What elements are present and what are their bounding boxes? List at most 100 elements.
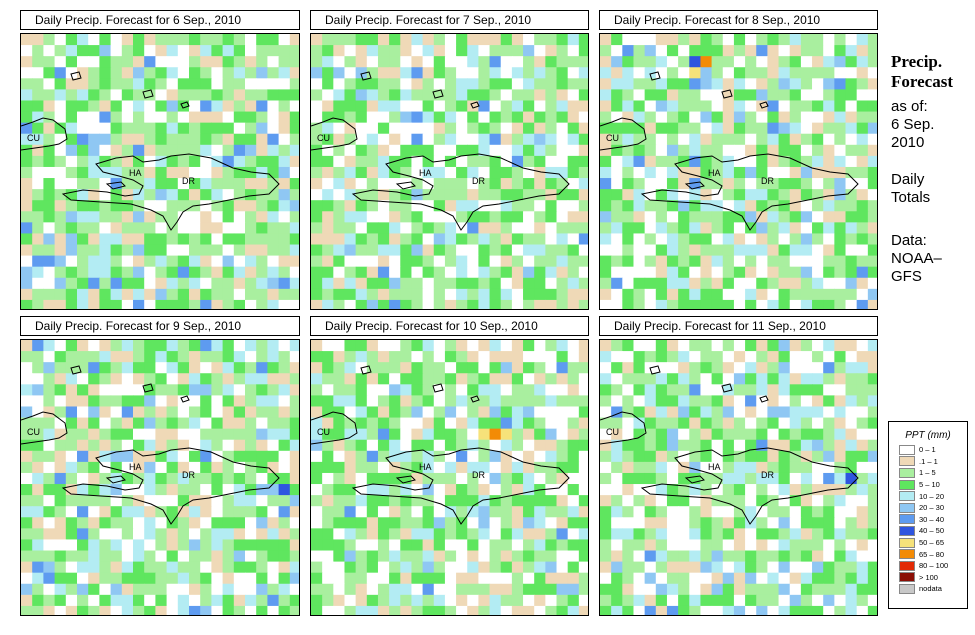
grid-cell — [523, 78, 535, 90]
daily-line-1: Daily — [891, 171, 925, 188]
coastline — [395, 181, 416, 190]
grid-cell — [21, 200, 33, 212]
grid-cell — [200, 166, 212, 179]
grid-cell — [211, 45, 224, 57]
grid-cell — [567, 155, 580, 168]
grid-cell — [711, 34, 724, 46]
grid-cell — [711, 211, 724, 223]
grid-cell — [534, 395, 546, 408]
grid-cell — [222, 255, 235, 268]
grid-cell — [278, 166, 291, 179]
grid-cell — [867, 461, 877, 474]
grid-cell — [644, 528, 657, 541]
grid-cell — [311, 583, 323, 596]
grid-cell — [689, 89, 702, 102]
grid-cell — [43, 484, 56, 496]
grid-cell — [700, 351, 713, 363]
grid-cell — [644, 34, 657, 46]
grid-cell — [245, 277, 257, 290]
grid-cell — [655, 155, 668, 168]
grid-cell — [189, 550, 201, 563]
asof-date-line-2: 2010 — [891, 134, 925, 151]
grid-cell — [545, 233, 558, 246]
grid-cell — [567, 594, 580, 607]
grid-cell — [355, 89, 368, 102]
grid-cell — [800, 395, 813, 408]
grid-cell — [355, 528, 368, 541]
grid-cell — [211, 605, 224, 615]
grid-cell — [54, 395, 67, 408]
grid-cell — [478, 277, 491, 290]
grid-cell — [377, 351, 390, 363]
grid-cell — [711, 428, 724, 441]
grid-cell — [700, 255, 713, 268]
grid-cell — [523, 45, 535, 57]
grid-cell — [867, 572, 877, 585]
grid-cell — [344, 351, 357, 363]
grid-cell — [545, 244, 558, 257]
grid-cell — [666, 211, 679, 223]
grid-cell — [177, 277, 190, 290]
grid-cell — [54, 56, 67, 68]
grid-cell — [700, 605, 713, 615]
grid-cell — [155, 373, 168, 385]
grid-cell — [121, 211, 134, 223]
grid-cell — [189, 461, 201, 474]
grid-cell — [511, 528, 524, 541]
grid-cell — [545, 200, 558, 212]
grid-cell — [578, 78, 588, 90]
grid-cell — [778, 461, 791, 474]
grid-cell — [400, 450, 413, 463]
grid-cell — [366, 450, 379, 463]
coastline — [395, 475, 416, 484]
grid-cell — [622, 133, 635, 146]
grid-cell — [778, 417, 791, 430]
grid-cell — [166, 288, 179, 301]
grid-cell — [478, 244, 491, 257]
grid-cell — [144, 299, 156, 309]
grid-cell — [722, 450, 735, 463]
grid-cell — [511, 384, 524, 396]
grid-cell — [500, 561, 513, 574]
grid-cell — [177, 56, 190, 68]
grid-cell — [256, 56, 268, 68]
grid-cell — [245, 299, 257, 309]
grid-cell — [344, 155, 357, 168]
legend-swatch — [899, 456, 915, 467]
grid-cell — [355, 222, 368, 235]
precip-grid — [600, 340, 877, 615]
grid-cell — [834, 373, 847, 385]
grid-cell — [600, 122, 612, 135]
grid-cell — [366, 233, 379, 246]
grid-cell — [88, 384, 100, 396]
grid-cell — [110, 100, 123, 113]
coastline — [360, 365, 372, 375]
grid-cell — [534, 277, 546, 290]
grid-cell — [523, 100, 535, 113]
grid-cell — [812, 178, 824, 190]
grid-cell — [500, 67, 513, 79]
grid-cell — [456, 351, 468, 363]
grid-cell — [65, 561, 78, 574]
grid-cell — [767, 583, 780, 596]
grid-cell — [267, 450, 280, 463]
grid-cell — [578, 166, 588, 179]
grid-cell — [32, 45, 44, 57]
grid-cell — [611, 255, 623, 268]
grid-cell — [222, 561, 235, 574]
grid-cell — [278, 155, 291, 168]
grid-cell — [745, 561, 757, 574]
grid-cell — [567, 517, 580, 529]
grid-cell — [722, 133, 735, 146]
grid-cell — [622, 266, 635, 279]
grid-cell — [389, 461, 401, 474]
grid-cell — [511, 583, 524, 596]
grid-cell — [77, 517, 89, 529]
grid-cell — [812, 539, 824, 552]
grid-cell — [377, 550, 390, 563]
grid-cell — [600, 384, 612, 396]
grid-cell — [377, 417, 390, 430]
grid-cell — [834, 472, 847, 485]
grid-cell — [121, 178, 134, 190]
grid-cell — [65, 78, 78, 90]
